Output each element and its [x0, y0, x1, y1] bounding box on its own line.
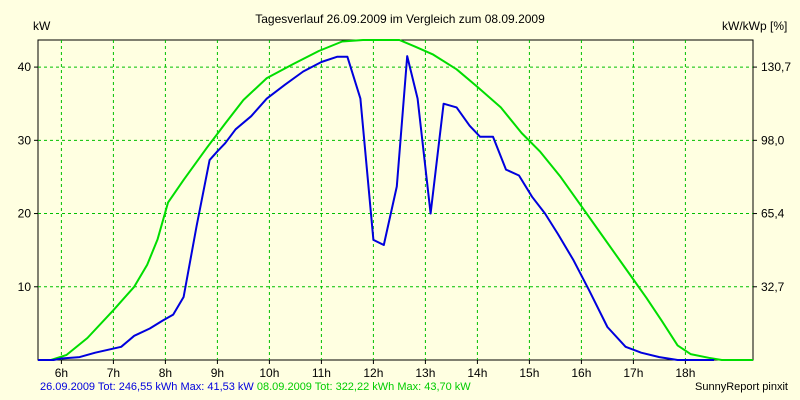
plot-area: [37, 39, 754, 361]
grid: [34, 40, 757, 364]
series-group: [38, 39, 753, 361]
y2-tick-label: 65,4: [761, 207, 785, 221]
x-tick-label: 7h: [107, 366, 120, 380]
tick-labels: 6h 7h 8h 9h 10h 11h 12h 13h 14h 15h 16h 17h 18h 10 20 3…: [18, 60, 792, 380]
y-axis-label-right: kW/kWp [%]: [722, 19, 787, 33]
x-tick-label: 10h: [259, 366, 279, 380]
y2-tick-label: 130,7: [761, 60, 791, 74]
y2-tick-label: 32,7: [761, 280, 785, 294]
x-tick-label: 13h: [415, 366, 435, 380]
y2-tick-label: 98,0: [761, 133, 785, 147]
x-tick-label: 11h: [312, 366, 331, 380]
footer: 26.09.2009 Tot: 246,55 kWh Max: 41,53 kW…: [0, 381, 800, 399]
x-tick-label: 17h: [623, 366, 643, 380]
x-tick-label: 9h: [211, 366, 224, 380]
legend: 26.09.2009 Tot: 246,55 kWh Max: 41,53 kW…: [40, 381, 471, 393]
series-line-2: [38, 39, 753, 361]
x-tick-label: 12h: [363, 366, 383, 380]
legend-entry-1: 26.09.2009 Tot: 246,55 kWh Max: 41,53 kW: [40, 381, 254, 393]
credit-text: SunnyReport pinxit: [695, 381, 788, 393]
y-tick-label: 30: [18, 133, 32, 147]
series-line-1: [38, 55, 714, 361]
x-tick-label: 18h: [675, 366, 695, 380]
y-tick-label: 20: [18, 207, 32, 221]
y-axis-label-left: kW: [33, 19, 51, 33]
chart-title: Tagesverlauf 26.09.2009 im Vergleich zum…: [255, 12, 545, 26]
legend-entry-2: 08.09.2009 Tot: 322,22 kWh Max: 43,70 kW: [256, 381, 471, 393]
x-tick-label: 8h: [159, 366, 172, 380]
x-tick-label: 16h: [571, 366, 591, 380]
x-tick-label: 15h: [519, 366, 539, 380]
y-tick-label: 40: [18, 60, 32, 74]
x-tick-label: 6h: [55, 366, 68, 380]
x-tick-label: 14h: [467, 366, 487, 380]
y-tick-label: 10: [18, 280, 32, 294]
